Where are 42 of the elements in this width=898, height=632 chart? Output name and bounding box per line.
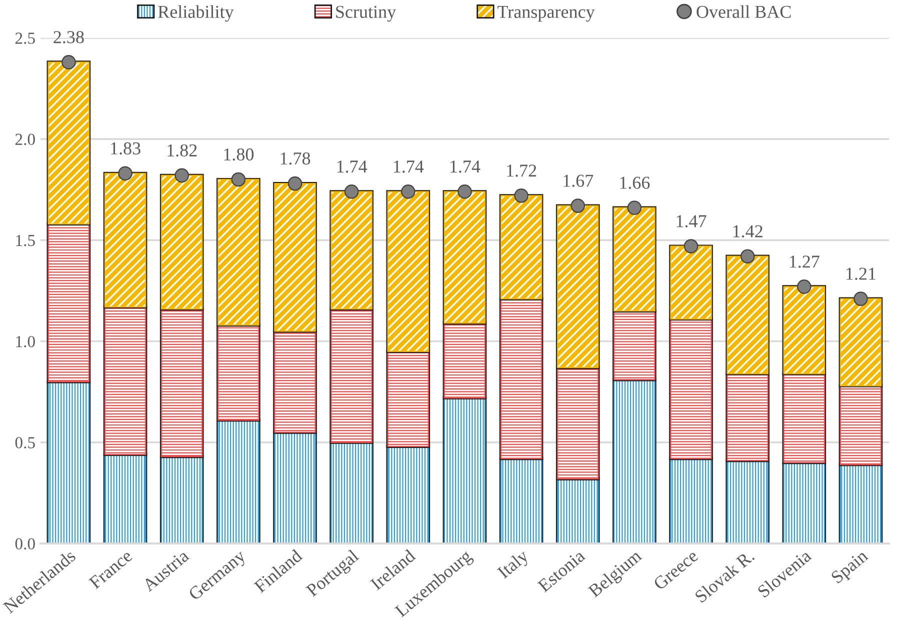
point [854,292,868,306]
point [118,166,132,181]
point [684,239,698,254]
point [174,168,189,183]
y-tick-label: 2.0 [15,134,35,146]
y-tick-label: 2.5 [15,32,35,44]
legend-label: Scrutiny [336,6,396,22]
data-label: 1.21 [846,268,876,280]
y-tick-label: 0.5 [15,437,35,448]
point [570,198,586,213]
data-label: 1.80 [224,148,254,161]
data-label: 1.74 [337,160,368,173]
point [401,184,416,199]
data-label: 1.42 [733,225,762,238]
x-tick-label: Italy [496,548,532,582]
data-label: 1.82 [168,144,197,157]
point [458,184,472,199]
legend-label: Transparency [498,6,595,22]
y-tick-label: 1.0 [16,336,35,348]
data-label: 1.72 [507,164,536,177]
data-label: 1.27 [790,256,820,268]
point [231,172,246,187]
point [344,184,359,199]
data-label: 1.67 [564,174,594,187]
x-tick-label: Spain [830,548,872,587]
data-label: 1.83 [111,142,140,155]
data-label: 1.66 [620,176,650,189]
point [288,176,302,191]
data-label: 1.47 [676,215,706,228]
point [797,280,812,294]
data-label: 1.74 [394,160,424,173]
data-label: 2.38 [54,31,84,44]
legend-label: Overall BAC [696,5,791,18]
legend-label: Reliability [158,5,234,22]
point [514,188,528,203]
data-label: 1.78 [280,152,310,165]
y-tick-label: 1.5 [16,234,35,246]
point [740,249,755,264]
point [62,55,76,70]
data-label: 1.74 [450,160,480,173]
y-tick-label: 0.0 [15,538,35,550]
point [627,200,642,215]
